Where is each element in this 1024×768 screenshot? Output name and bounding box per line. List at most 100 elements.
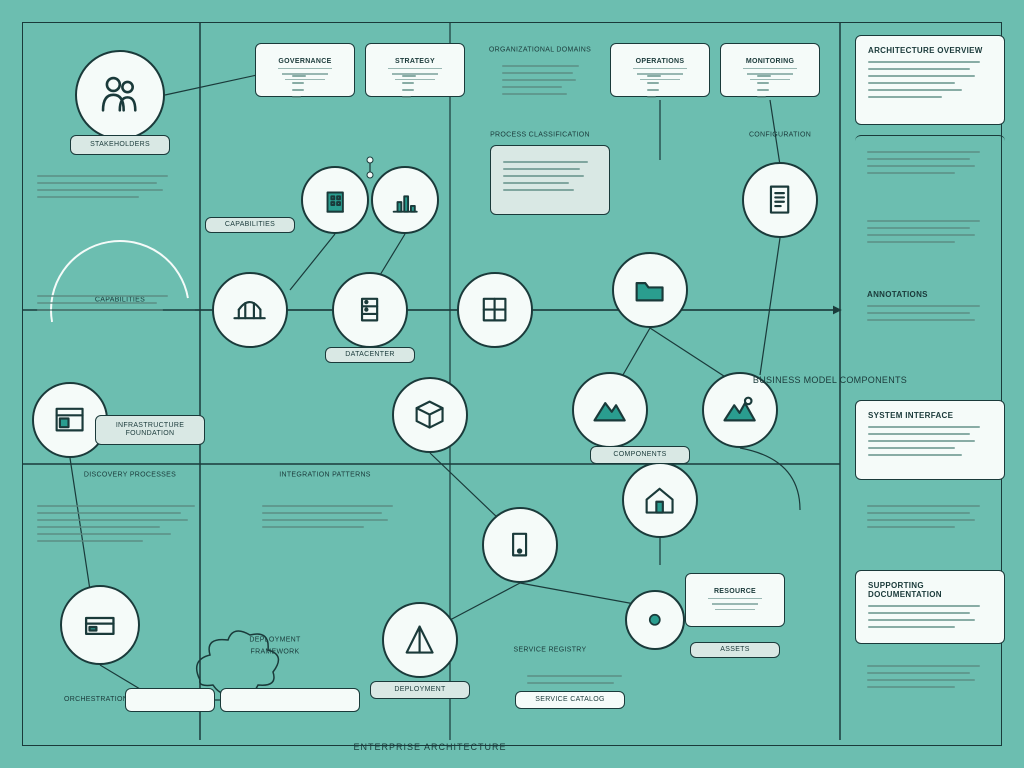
text-line — [867, 220, 980, 222]
box-b8: DATACENTER — [325, 347, 415, 363]
panel-p-right6 — [855, 490, 1005, 550]
diagram-canvas: STAKEHOLDERSGOVERNANCESTRATEGYOPERATIONS… — [0, 0, 1024, 768]
text-line — [503, 175, 584, 177]
text-line — [37, 533, 171, 535]
text-line — [37, 526, 160, 528]
grid-icon — [473, 288, 516, 331]
text-line — [868, 433, 970, 435]
text-line — [868, 626, 955, 628]
people-icon — [94, 69, 146, 121]
text-line — [867, 165, 975, 167]
house-icon — [638, 478, 681, 521]
panel-title: SYSTEM INTERFACE — [868, 411, 992, 420]
text-line — [262, 526, 364, 528]
folder-icon — [628, 268, 671, 311]
node-n15 — [622, 462, 698, 538]
text-line — [647, 96, 656, 98]
text-line — [757, 89, 769, 91]
building-icon — [316, 181, 354, 219]
panel-p-right2 — [855, 135, 1005, 195]
node-n8 — [742, 162, 818, 238]
box-title: RESOURCE — [714, 588, 756, 596]
cube-icon — [408, 393, 451, 436]
text-line — [647, 89, 659, 91]
text-line — [37, 540, 143, 542]
text-line — [867, 519, 975, 521]
box-label: INFRASTRUCTURE FOUNDATION — [100, 422, 200, 437]
node-n6 — [457, 272, 533, 348]
text-line — [37, 512, 181, 514]
dot-icon — [638, 603, 672, 637]
node-n16 — [382, 602, 458, 678]
panel-p2 — [490, 145, 610, 215]
text-line — [867, 158, 970, 160]
text-line — [502, 79, 576, 81]
chart-icon — [386, 181, 424, 219]
panel-p-right4: ANNOTATIONS — [855, 280, 1005, 336]
text-line — [37, 189, 163, 191]
text-line — [757, 96, 766, 98]
doc-icon — [758, 178, 801, 221]
text-line — [647, 82, 659, 84]
label: CONFIGURATION — [749, 132, 811, 139]
text-line — [867, 665, 980, 667]
text-line — [292, 75, 306, 77]
box-label: STAKEHOLDERS — [90, 141, 150, 149]
text-line — [503, 189, 574, 191]
panel-p-right7: SUPPORTING DOCUMENTATION — [855, 570, 1005, 644]
box-b1: STAKEHOLDERS — [70, 135, 170, 155]
card-icon — [77, 602, 123, 648]
text-line — [502, 72, 573, 74]
text-line — [37, 519, 188, 521]
label: FRAMEWORK — [251, 649, 300, 656]
text-line — [37, 302, 157, 304]
text-line — [868, 68, 970, 70]
text-line — [37, 182, 157, 184]
window-icon — [48, 398, 91, 441]
panel-p3 — [25, 160, 195, 220]
text-line — [867, 172, 955, 174]
panel-p-right8 — [855, 650, 1005, 710]
text-line — [868, 96, 942, 98]
text-line — [503, 182, 569, 184]
panel-p-right1: ARCHITECTURE OVERVIEW — [855, 35, 1005, 125]
text-line — [37, 196, 139, 198]
label: BUSINESS MODEL COMPONENTS — [753, 375, 907, 385]
text-line — [292, 96, 301, 98]
node-n4 — [212, 272, 288, 348]
node-n1 — [75, 50, 165, 140]
text-line — [757, 75, 771, 77]
panel-p-right3 — [855, 205, 1005, 265]
node-n14 — [482, 507, 558, 583]
text-line — [868, 440, 975, 442]
panel-p-bl3 — [515, 660, 645, 699]
text-line — [402, 89, 414, 91]
panel-p-right5: SYSTEM INTERFACE — [855, 400, 1005, 480]
panel-p1 — [490, 50, 600, 130]
text-line — [503, 161, 588, 163]
label: INTEGRATION PATTERNS — [279, 472, 371, 479]
text-line — [502, 65, 579, 67]
node-n7 — [612, 252, 688, 328]
node-n10 — [392, 377, 468, 453]
text-line — [37, 309, 163, 311]
panel-p8 — [745, 60, 800, 113]
text-line — [37, 295, 168, 297]
text-line — [503, 168, 580, 170]
box-label: CAPABILITIES — [225, 221, 275, 229]
box-label: COMPONENTS — [613, 451, 666, 459]
text-line — [37, 175, 168, 177]
text-line — [868, 454, 962, 456]
node-n17 — [625, 590, 685, 650]
box-b15 — [125, 688, 215, 712]
label: DEPLOYMENT — [249, 637, 300, 644]
node-n5 — [332, 272, 408, 348]
text-line — [867, 227, 970, 229]
box-b13: ASSETS — [690, 642, 780, 658]
text-line — [867, 151, 980, 153]
mountain2-icon — [718, 388, 761, 431]
text-line — [868, 447, 955, 449]
text-line — [868, 426, 980, 428]
text-line — [868, 612, 970, 614]
panel-p-bl2 — [250, 490, 420, 550]
